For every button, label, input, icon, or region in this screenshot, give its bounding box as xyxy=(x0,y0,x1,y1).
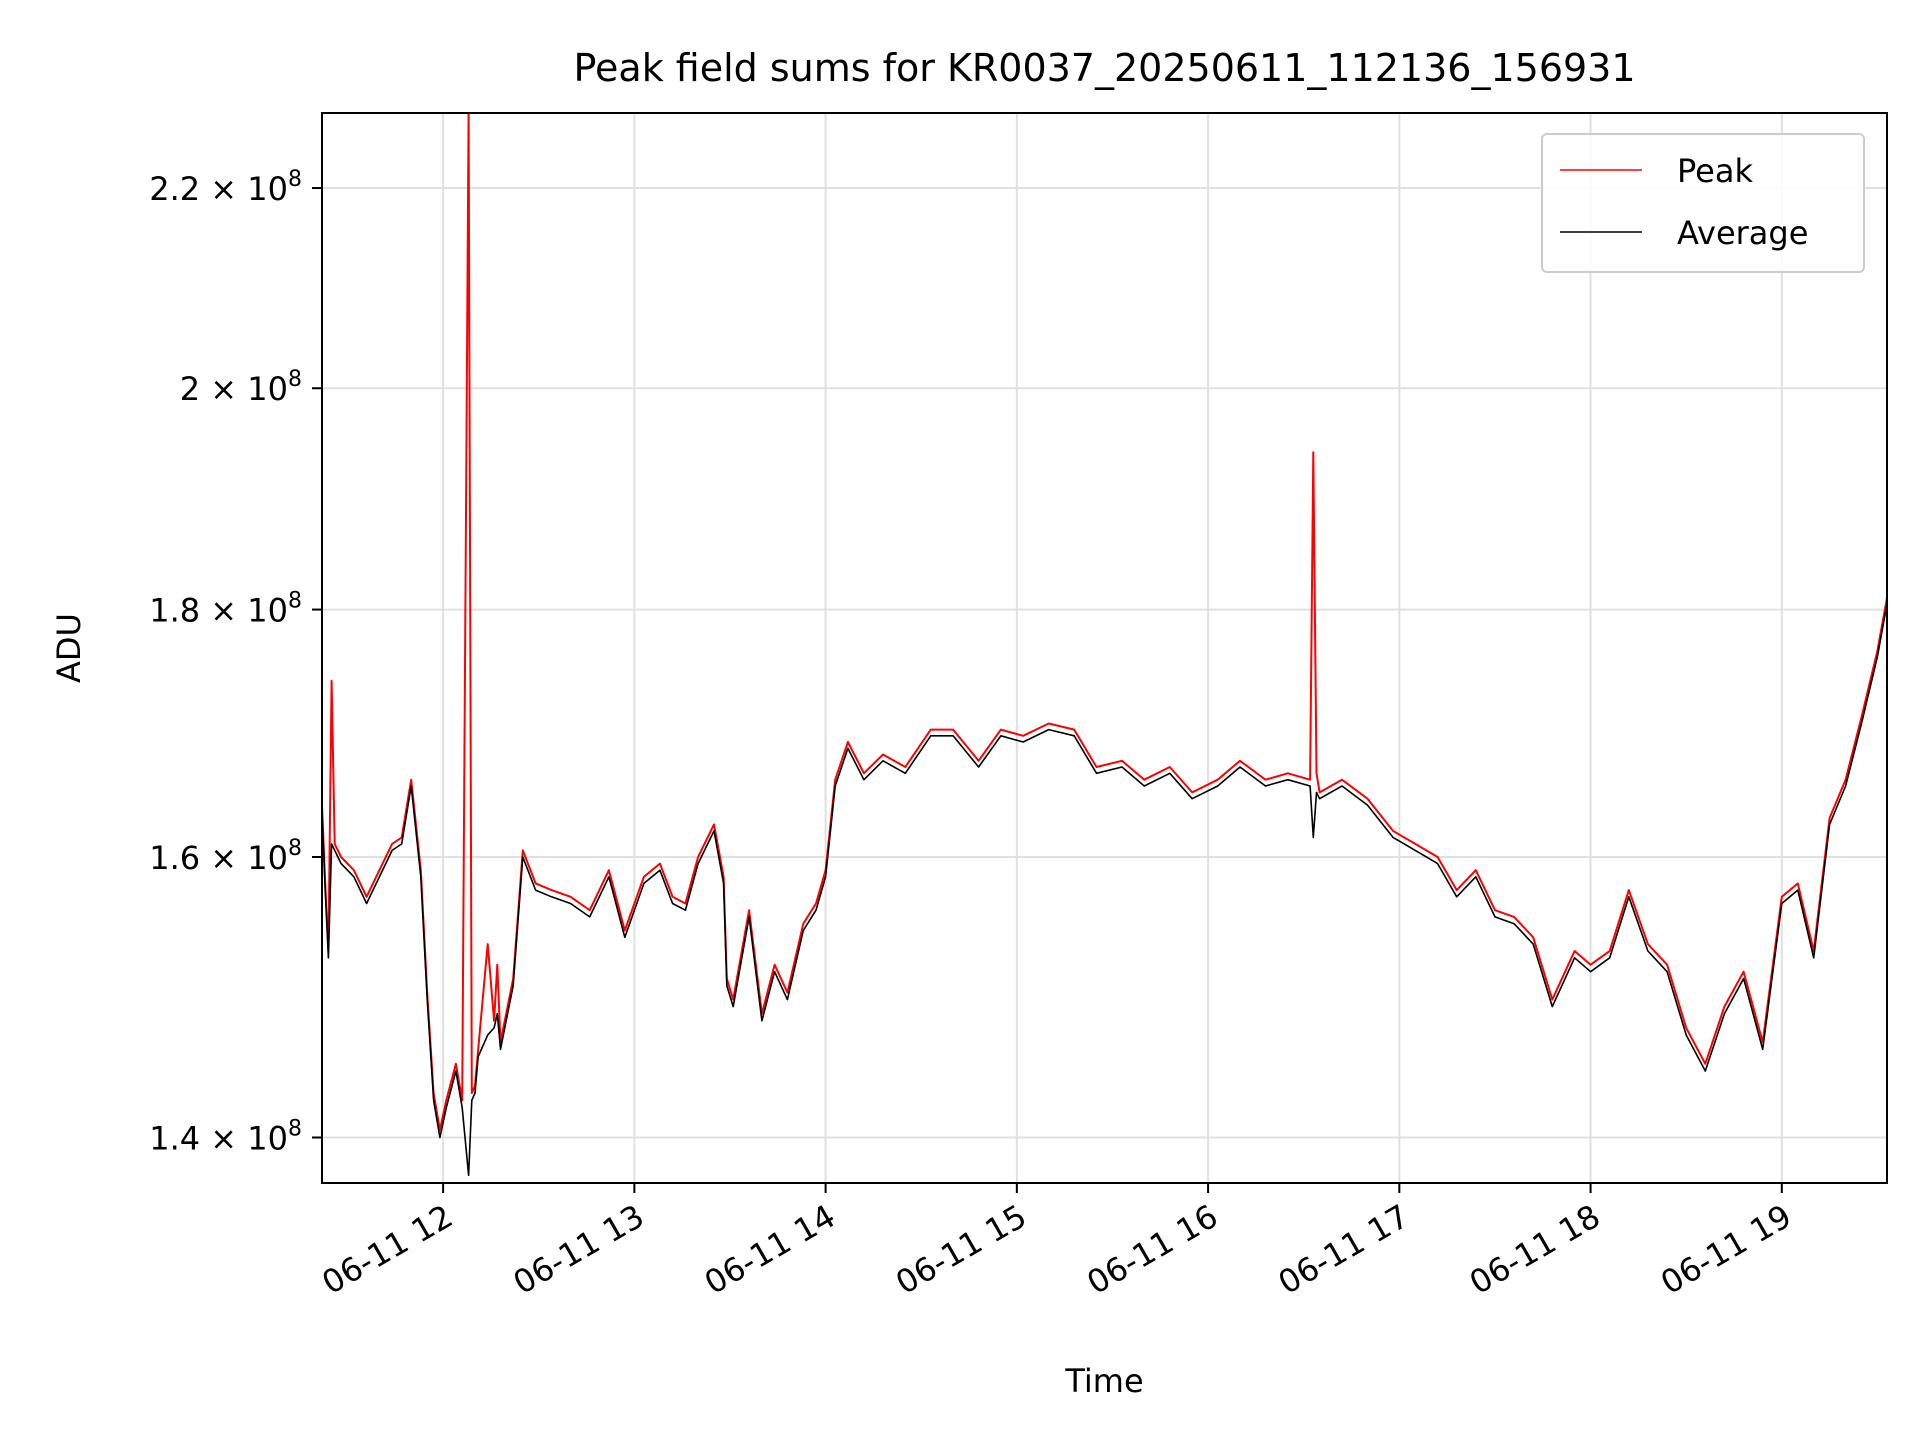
series-layer xyxy=(322,113,1887,1177)
chart-title: Peak field sums for KR0037_20250611_1121… xyxy=(573,46,1635,90)
y-tick-label: 2.2 × 108 xyxy=(149,167,302,208)
series-line-peak xyxy=(322,113,1887,1131)
grid xyxy=(322,113,1887,1183)
y-tick-label: 2 × 108 xyxy=(180,367,302,408)
y-axis: 1.4 × 108 1.6 × 108 1.8 × 108 2 × 108 2.2 × … xyxy=(149,167,322,1157)
y-tick-label: 1.8 × 108 xyxy=(149,589,302,630)
legend-box xyxy=(1541,133,1865,273)
series-line-average xyxy=(322,603,1887,1177)
legend-label-peak: Peak xyxy=(1677,152,1753,190)
legend: Peak Average xyxy=(1541,133,1865,273)
y-tick-label: 1.6 × 108 xyxy=(149,836,302,877)
y-axis-label: ADU xyxy=(50,613,88,683)
x-axis-label: Time xyxy=(1064,1362,1143,1400)
legend-label-average: Average xyxy=(1677,214,1808,252)
y-tick-label: 1.4 × 108 xyxy=(149,1116,302,1157)
plot-frame xyxy=(321,112,1888,1184)
